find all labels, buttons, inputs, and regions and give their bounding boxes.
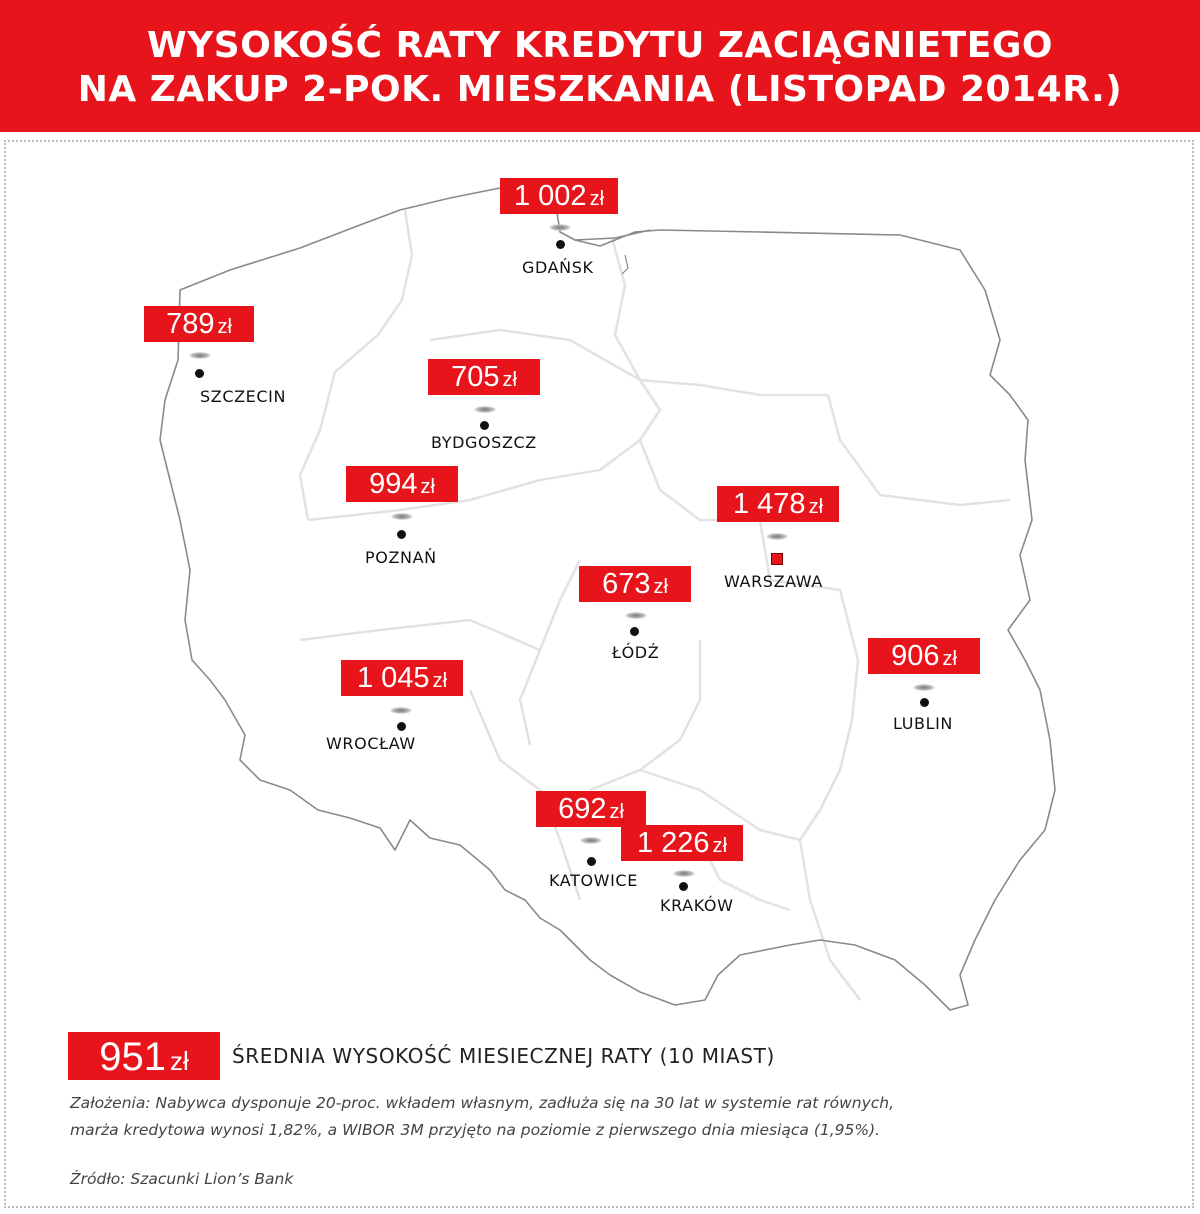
assumptions-line-2: marża kredytowa wynosi 1,82%, a WIBOR 3M… [70, 1121, 881, 1139]
vistula-lagoon [621, 254, 629, 275]
city-name: GDAŃSK [522, 258, 594, 277]
price-currency: zł [589, 188, 605, 210]
city-dot [397, 530, 406, 539]
price-badge: 1 226 zł [621, 825, 743, 861]
price-badge: 673 zł [579, 566, 691, 602]
price-badge: 692 zł [536, 791, 646, 827]
badge-shadow [580, 837, 602, 844]
price-value: 692 [558, 793, 607, 825]
price-value: 1 478 [732, 488, 806, 520]
city-name: BYDGOSZCZ [431, 433, 537, 452]
price-badge: 1 002 zł [500, 178, 618, 214]
price-value: 994 [369, 468, 418, 500]
badge-shadow [189, 352, 211, 359]
average-value: 951 [99, 1035, 166, 1079]
average-label: ŚREDNIA WYSOKOŚĆ MIESIECZNEJ RATY (10 MI… [232, 1044, 775, 1068]
price-value: 1 002 [513, 180, 587, 212]
city-name: WARSZAWA [724, 572, 823, 591]
price-currency: zł [502, 369, 517, 391]
price-badge: 1 045 zł [341, 660, 463, 696]
price-badge: 789 zł [144, 306, 254, 342]
price-currency: zł [609, 801, 624, 823]
price-value: 1 226 [636, 827, 710, 859]
source-note: Źródło: Szacunki Lion’s Bank [70, 1170, 294, 1188]
hel-peninsula [574, 229, 651, 241]
map-frame [4, 140, 1194, 1208]
price-value: 673 [602, 568, 651, 600]
city-name: SZCZECIN [200, 387, 287, 406]
price-currency: zł [432, 670, 448, 692]
city-name: KATOWICE [549, 871, 638, 890]
title-banner: WYSOKOŚĆ RATY KREDYTU ZACIĄGNIETEGO NA Z… [0, 0, 1200, 132]
average-currency: zł [169, 1046, 189, 1076]
city-dot [195, 369, 204, 378]
badge-shadow [766, 533, 788, 540]
price-currency: zł [420, 476, 435, 498]
city-dot [587, 857, 596, 866]
badge-shadow [391, 513, 413, 520]
city-dot [480, 421, 489, 430]
region-borders [298, 209, 1011, 1001]
price-currency: zł [808, 496, 824, 518]
price-value: 705 [451, 361, 500, 393]
assumptions-line-1: Założenia: Nabywca dysponuje 20-proc. wk… [70, 1094, 895, 1112]
price-currency: zł [217, 316, 232, 338]
badge-shadow [913, 684, 935, 691]
badge-shadow [673, 870, 695, 877]
price-currency: zł [712, 835, 728, 857]
city-name: ŁÓDŹ [612, 643, 660, 662]
title-line-2: NA ZAKUP 2-POK. MIESZKANIA (LISTOPAD 201… [77, 69, 1123, 110]
price-value: 789 [166, 308, 215, 340]
price-currency: zł [942, 648, 957, 670]
price-badge: 1 478 zł [717, 486, 839, 522]
city-dot [630, 627, 639, 636]
badge-shadow [390, 707, 412, 714]
city-name: KRAKÓW [660, 896, 734, 915]
price-value: 906 [891, 640, 940, 672]
city-name: LUBLIN [893, 714, 954, 733]
badge-shadow [474, 406, 496, 413]
price-badge: 705 zł [428, 359, 540, 395]
title-line-1: WYSOKOŚĆ RATY KREDYTU ZACIĄGNIETEGO [147, 25, 1053, 66]
city-dot [556, 240, 565, 249]
price-currency: zł [653, 576, 668, 598]
price-badge: 994 zł [346, 466, 458, 502]
city-dot [679, 882, 688, 891]
badge-shadow [625, 612, 647, 619]
city-dot [920, 698, 929, 707]
capital-square [771, 553, 783, 565]
price-value: 1 045 [356, 662, 430, 694]
price-badge: 906 zł [868, 638, 980, 674]
city-name: WROCŁAW [326, 734, 416, 753]
badge-shadow [549, 224, 571, 231]
city-dot [397, 722, 406, 731]
average-badge: 951 zł [68, 1032, 220, 1080]
city-name: POZNAŃ [365, 548, 437, 567]
country-outline [159, 187, 1056, 1011]
